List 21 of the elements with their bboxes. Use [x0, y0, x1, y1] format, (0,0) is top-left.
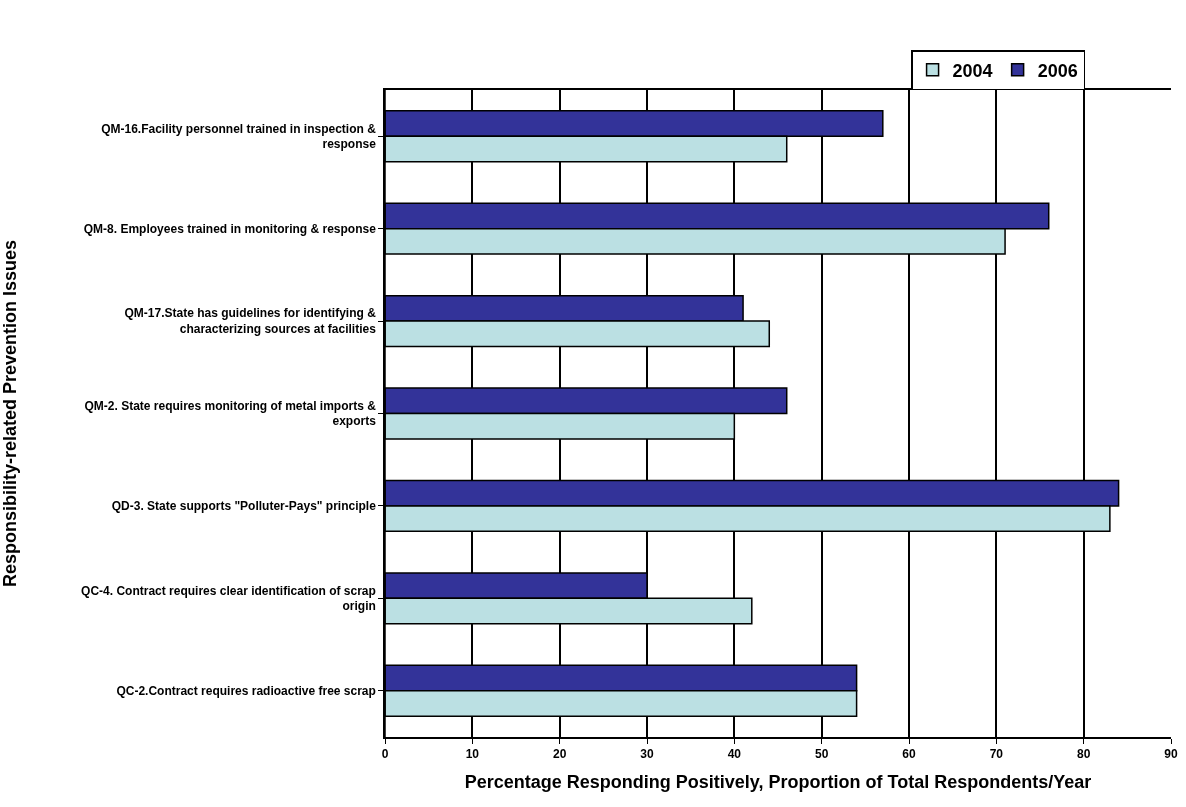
y-tick-label: QM-8. Employees trained in monitoring & response	[83, 221, 377, 236]
x-tick-label: 10	[465, 747, 480, 762]
x-tick-label: 90	[1164, 747, 1178, 762]
x-tick-label: 70	[989, 747, 1004, 762]
y-tick-label: QC-4. Contract requires clear identification of scrap origin	[81, 583, 376, 614]
x-tick-label: 60	[902, 747, 916, 762]
x-axis-title: Percentage Responding Positively, Proportion of Total Respondents/Year	[464, 771, 1092, 792]
x-tick-label: 80	[1076, 747, 1091, 762]
y-axis-title: Responsibility-related Prevention Issues	[0, 239, 20, 588]
y-tick-label: QC-2.Contract requires radioactive free scrap	[116, 683, 376, 698]
x-tick-label: 0	[381, 747, 389, 762]
x-tick-label: 20	[552, 747, 567, 762]
y-tick-label: QM-17.State has guidelines for identifying & characterizing sources at facilities	[124, 306, 377, 337]
y-tick-label: QM-2. State requires monitoring of metal imports & exports	[84, 398, 377, 429]
y-tick-label: QM-16.Facility personnel trained in inspection & response	[101, 121, 377, 152]
x-tick-label: 30	[640, 747, 654, 762]
x-tick-label: 50	[814, 747, 829, 762]
legend-label: 2006	[1037, 60, 1078, 81]
x-tick-label: 40	[727, 747, 742, 762]
y-tick-label: QD-3. State supports "Polluter-Pays" principle	[111, 499, 377, 514]
legend-label: 2004	[952, 60, 993, 81]
